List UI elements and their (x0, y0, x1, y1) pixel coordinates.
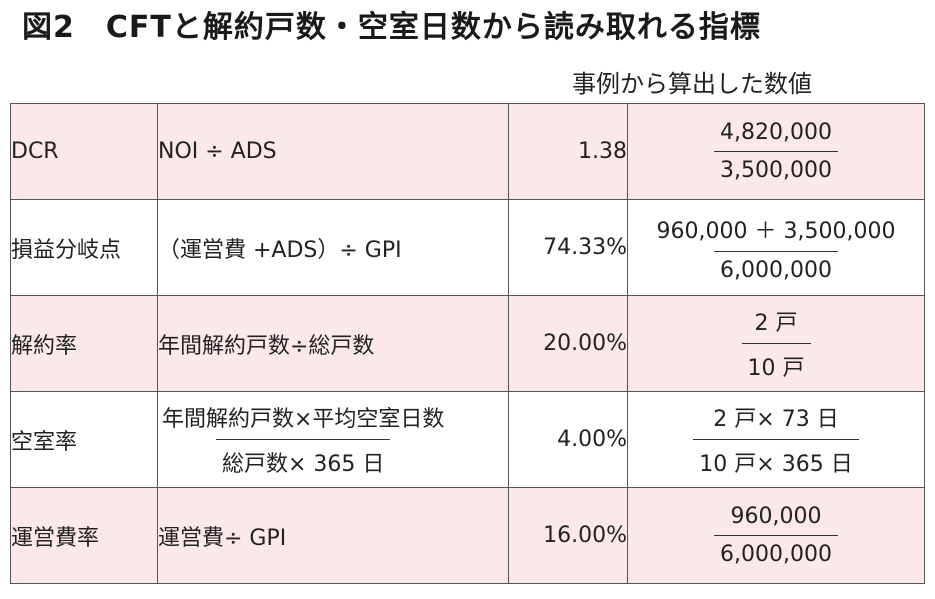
example-fraction: 2 戸× 73 日 10 戸× 365 日 (693, 401, 859, 478)
example-numerator: 960,000 (730, 504, 822, 529)
example-numerator: 2 戸× 73 日 (713, 407, 839, 432)
indicator-formula: 運営費÷ GPI (157, 487, 509, 584)
example-denominator: 6,000,000 (714, 250, 838, 283)
table-row-dcr: DCR NOI ÷ ADS 1.38 4,820,000 3,500,000 (10, 103, 925, 200)
example-calculation: 2 戸× 73 日 10 戸× 365 日 (627, 391, 925, 488)
indicator-name: 空室率 (10, 391, 158, 488)
indicator-table: DCR NOI ÷ ADS 1.38 4,820,000 3,500,000 損… (10, 103, 925, 584)
indicator-formula: 年間解約戸数÷総戸数 (157, 295, 509, 392)
formula-denominator: 総戸数× 365 日 (216, 439, 391, 478)
indicator-formula: （運営費 +ADS）÷ GPI (157, 199, 509, 296)
table-row-vacancy-rate: 空室率 年間解約戸数×平均空室日数 総戸数× 365 日 4.00% 2 戸× … (10, 391, 925, 488)
indicator-name: DCR (10, 103, 158, 200)
example-denominator: 10 戸× 365 日 (693, 439, 859, 478)
indicator-formula: 年間解約戸数×平均空室日数 総戸数× 365 日 (156, 391, 509, 488)
indicator-value: 1.38 (508, 103, 628, 200)
indicator-value: 16.00% (508, 487, 628, 584)
example-fraction: 4,820,000 3,500,000 (714, 120, 838, 183)
table-row-cancellation-rate: 解約率 年間解約戸数÷総戸数 20.00% 2 戸 10 戸 (10, 295, 925, 392)
example-column-header: 事例から算出した数値 (572, 70, 812, 98)
example-fraction: 960,000 6,000,000 (714, 504, 838, 567)
example-denominator: 10 戸 (741, 343, 811, 382)
indicator-name: 運営費率 (10, 487, 158, 584)
indicator-value: 20.00% (508, 295, 628, 392)
example-fraction: 960,000 ＋ 3,500,000 6,000,000 (651, 213, 902, 283)
example-numerator: 960,000 ＋ 3,500,000 (656, 218, 896, 244)
example-calculation: 2 戸 10 戸 (627, 295, 925, 392)
indicator-name: 解約率 (10, 295, 158, 392)
example-calculation: 960,000 6,000,000 (627, 487, 925, 584)
example-denominator: 3,500,000 (714, 151, 838, 183)
example-numerator: 4,820,000 (720, 120, 832, 145)
indicator-value: 74.33% (508, 199, 628, 296)
indicator-value: 4.00% (508, 391, 628, 488)
formula-fraction: 年間解約戸数×平均空室日数 総戸数× 365 日 (156, 401, 450, 478)
indicator-formula: NOI ÷ ADS (157, 103, 509, 200)
example-numerator: 2 戸 (754, 311, 798, 336)
figure-title: 図2 CFTと解約戸数・空室日数から読み取れる指標 (22, 10, 761, 45)
formula-numerator: 年間解約戸数×平均空室日数 (162, 407, 445, 432)
table-row-break-even: 損益分岐点 （運営費 +ADS）÷ GPI 74.33% 960,000 ＋ 3… (10, 199, 925, 296)
example-denominator: 6,000,000 (714, 535, 838, 567)
example-calculation: 4,820,000 3,500,000 (627, 103, 925, 200)
example-calculation: 960,000 ＋ 3,500,000 6,000,000 (627, 199, 925, 296)
table-row-operating-cost-rate: 運営費率 運営費÷ GPI 16.00% 960,000 6,000,000 (10, 487, 925, 584)
indicator-name: 損益分岐点 (10, 199, 158, 296)
example-fraction: 2 戸 10 戸 (741, 305, 811, 382)
